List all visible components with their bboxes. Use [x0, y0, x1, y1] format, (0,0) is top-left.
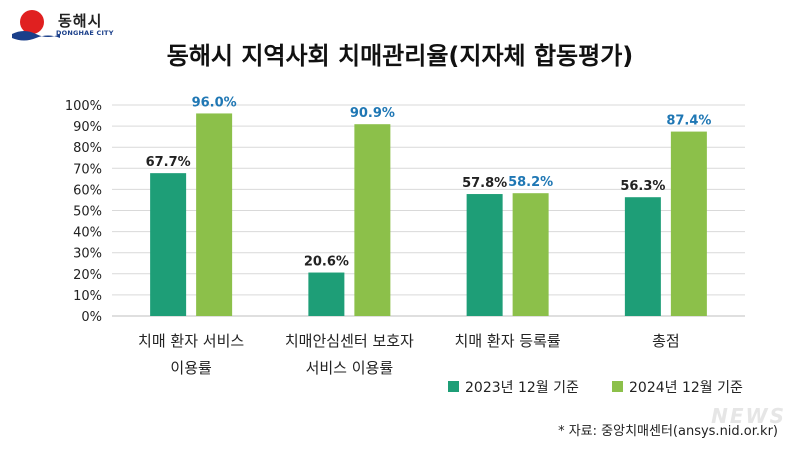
data-label: 87.4% [666, 114, 711, 129]
bar [308, 272, 345, 316]
source-note: * 자료: 중앙치매센터(ansys.nid.or.kr) [558, 424, 778, 439]
x-category-label: 치매안심센터 보호자 [285, 332, 414, 350]
y-tick-label: 40% [73, 226, 102, 241]
data-label: 20.6% [304, 255, 349, 270]
bar [466, 194, 503, 316]
chart-title: 동해시 지역사회 치매관리율(지자체 합동평가) [166, 42, 634, 70]
x-category-label: 서비스 이용률 [306, 359, 394, 377]
y-tick-label: 90% [73, 120, 102, 135]
y-tick-label: 100% [65, 99, 102, 114]
y-tick-label: 20% [73, 268, 102, 283]
y-tick-label: 60% [73, 183, 102, 198]
donghae-emblem-icon [12, 10, 60, 41]
logo-subtext: DONGHAE CITY [56, 29, 114, 37]
legend-label: 2023년 12월 기준 [465, 380, 579, 396]
legend-swatch [612, 381, 623, 392]
bar [150, 173, 187, 316]
watermark: NEWS [711, 404, 786, 428]
bar [670, 131, 707, 316]
bar [624, 197, 661, 316]
y-tick-label: 0% [81, 310, 102, 325]
legend-swatch [448, 381, 459, 392]
bar [354, 124, 391, 317]
x-category-label: 치매 환자 등록률 [455, 332, 561, 350]
data-label: 56.3% [620, 179, 665, 194]
bar [196, 113, 233, 316]
y-tick-label: 70% [73, 162, 102, 177]
data-label: 96.0% [192, 95, 237, 110]
legend-label: 2024년 12월 기준 [629, 380, 743, 396]
y-tick-label: 50% [73, 205, 102, 220]
x-category-label: 총점 [652, 332, 680, 350]
logo-text: 동해시 [58, 12, 103, 30]
x-category-label: 이용률 [170, 359, 212, 377]
x-category-label: 치매 환자 서비스 [138, 332, 244, 350]
data-label: 67.7% [146, 155, 191, 170]
bar [512, 193, 549, 316]
y-tick-label: 10% [73, 289, 102, 304]
donghae-logo [10, 8, 120, 44]
data-label: 58.2% [508, 175, 553, 190]
y-tick-label: 80% [73, 141, 102, 156]
y-tick-label: 30% [73, 247, 102, 262]
data-label: 90.9% [350, 106, 395, 121]
data-label: 57.8% [462, 176, 507, 191]
